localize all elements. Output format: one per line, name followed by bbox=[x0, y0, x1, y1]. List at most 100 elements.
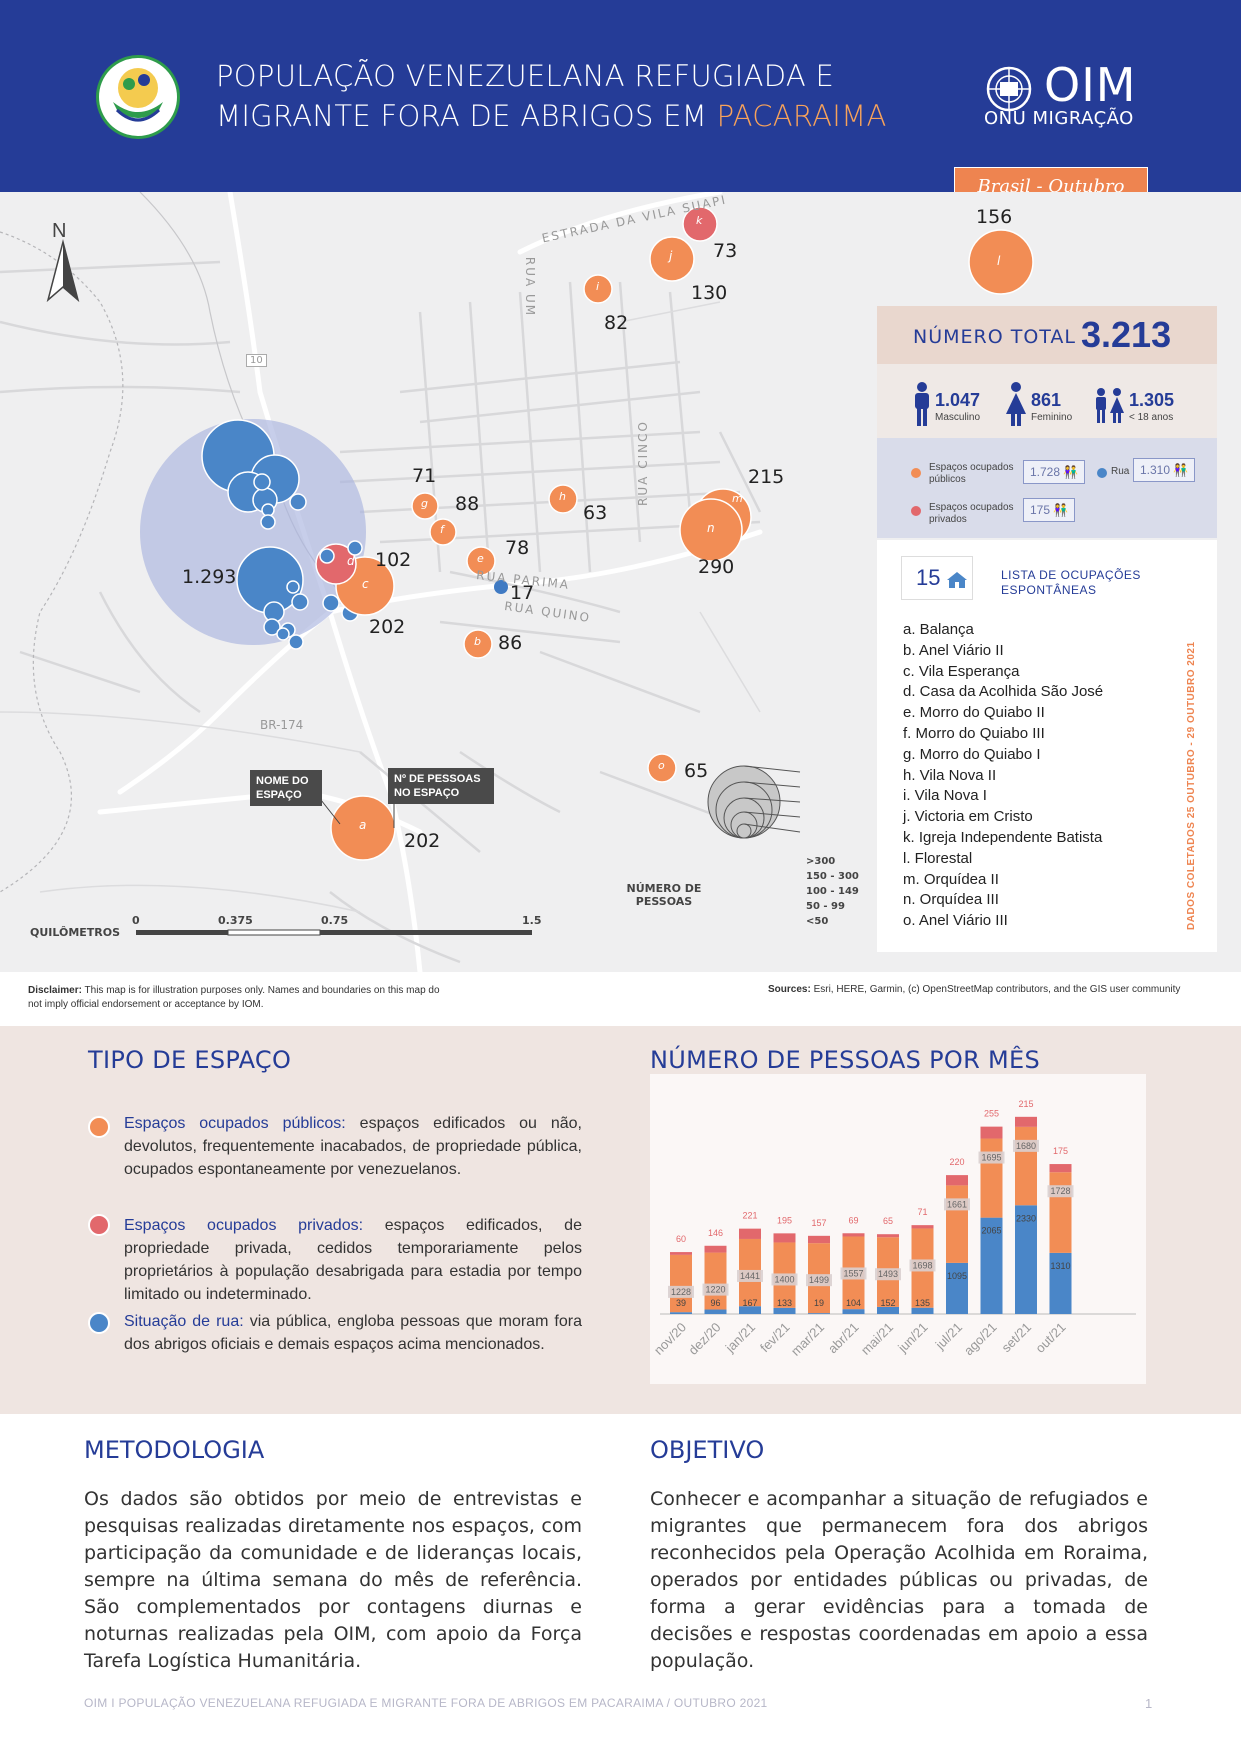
operacao-acolhida-logo bbox=[96, 55, 180, 139]
map-sources: Sources: Esri, HERE, Garmin, (c) OpenStr… bbox=[768, 984, 1180, 995]
point-value-l: 156 bbox=[976, 206, 1013, 228]
data-label: 1680 bbox=[1016, 1141, 1036, 1151]
space-types-section: TIPO DE ESPAÇO Espaços ocupados públicos… bbox=[0, 1026, 1241, 1414]
road-label-rua-um: RUA UM bbox=[523, 256, 538, 318]
point-value-f: 88 bbox=[455, 493, 480, 515]
occupations-count: 15 bbox=[916, 565, 941, 590]
oim-subtitle: ONU MIGRAÇÃO bbox=[984, 108, 1134, 129]
bar-segment bbox=[980, 1138, 1003, 1218]
total-label: NÚMERO TOTAL bbox=[913, 326, 1076, 348]
data-label-bg bbox=[702, 1283, 729, 1296]
data-label: 2330 bbox=[1016, 1213, 1036, 1223]
un-emblem-icon bbox=[986, 66, 1032, 112]
x-tick-label: dez/20 bbox=[685, 1320, 723, 1358]
scale-tick-2: 0.75 bbox=[321, 914, 349, 927]
road-label-10: 10 bbox=[246, 354, 267, 367]
street-small-point[interactable] bbox=[494, 580, 508, 594]
bar-segment bbox=[877, 1306, 899, 1314]
point-value-b: 86 bbox=[498, 632, 523, 654]
street-legend-label: Rua bbox=[1111, 466, 1130, 477]
data-label: 69 bbox=[848, 1215, 858, 1225]
data-label-bg bbox=[840, 1267, 867, 1280]
x-tick-label: set/21 bbox=[998, 1320, 1034, 1356]
list-item: l. Florestal bbox=[903, 849, 973, 867]
data-label-bg bbox=[668, 1285, 694, 1298]
data-label: 157 bbox=[811, 1218, 826, 1228]
street-type-description: Situação de rua: via pública, engloba pe… bbox=[124, 1310, 582, 1356]
list-item: k. Igreja Independente Batista bbox=[903, 828, 1103, 846]
size-legend-title: NÚMERO DE PESSOAS bbox=[626, 882, 702, 908]
bar-segment bbox=[704, 1309, 727, 1314]
totals-header: NÚMERO TOTAL 3.213 bbox=[877, 306, 1217, 364]
map-disclaimer: Disclaimer: This map is for illustration… bbox=[28, 984, 448, 1012]
bar-segment bbox=[842, 1309, 865, 1314]
monthly-chart: 39 1228 60 nov/20 96 1220 146 dez/20 167 1441 221 j… bbox=[650, 1074, 1146, 1384]
size-legend-circles bbox=[707, 765, 801, 839]
footer-text: OIM I POPULAÇÃO VENEZUELANA REFUGIADA E … bbox=[84, 1696, 768, 1710]
data-label: 65 bbox=[883, 1216, 893, 1226]
point-value-h: 63 bbox=[583, 502, 608, 524]
occupation-points[interactable] bbox=[315, 206, 1034, 861]
point-letter-h: h bbox=[559, 490, 566, 503]
data-label: 175 bbox=[1053, 1146, 1068, 1156]
street-value: 1.310 bbox=[1140, 463, 1171, 477]
list-item: a. Balança bbox=[903, 621, 974, 638]
occupations-panel: 15 LISTA DE OCUPAÇÕES ESPONTÂNEAS a. Bal… bbox=[877, 540, 1217, 952]
size-legend-class-5: <50 bbox=[806, 916, 829, 927]
point-letter-k: k bbox=[696, 214, 703, 227]
point-value-c: 202 bbox=[369, 616, 406, 638]
data-label: 1441 bbox=[740, 1271, 760, 1281]
bar-segment bbox=[773, 1233, 796, 1243]
collection-dates: DADOS COLETADOS 25 OUTUBRO - 29 OUTUBRO … bbox=[1186, 641, 1197, 930]
public-legend-value: 1.728 👫 bbox=[1023, 460, 1086, 484]
bar-segment bbox=[1049, 1172, 1072, 1253]
point-value-n: 290 bbox=[698, 556, 735, 578]
x-tick-label: out/21 bbox=[1032, 1320, 1068, 1356]
data-label: 1095 bbox=[947, 1271, 967, 1281]
street-cluster-points[interactable] bbox=[201, 419, 359, 650]
data-label: 1695 bbox=[981, 1153, 1001, 1163]
data-label: 220 bbox=[949, 1157, 964, 1167]
point-value-o: 65 bbox=[684, 760, 709, 782]
data-label-bg bbox=[944, 1198, 970, 1211]
bar-segment bbox=[808, 1235, 830, 1244]
female-label: Feminino bbox=[1031, 412, 1073, 423]
list-item: e. Morro do Quiabo II bbox=[903, 704, 1045, 722]
disclaimer-label: Disclaimer: bbox=[28, 985, 82, 996]
type-legend: Espaços ocupados públicos 1.728 👫 Rua 1.… bbox=[877, 438, 1217, 538]
bar-segment bbox=[773, 1307, 796, 1314]
public-type-description: Espaços ocupados públicos: espaços edifi… bbox=[124, 1112, 582, 1181]
bar-segment bbox=[1015, 1126, 1037, 1206]
data-label: 1228 bbox=[671, 1287, 691, 1297]
list-item: i. Vila Nova I bbox=[903, 787, 987, 805]
point-letter-b: b bbox=[474, 635, 481, 648]
callout-name: NOME DO ESPAÇO bbox=[250, 770, 322, 806]
callout-count: Nº DE PESSOAS NO ESPAÇO bbox=[388, 768, 494, 804]
public-legend-dot bbox=[911, 468, 921, 478]
page-number: 1 bbox=[1145, 1696, 1153, 1711]
data-label-bg bbox=[1013, 1139, 1039, 1152]
x-tick-label: ago/21 bbox=[961, 1320, 1000, 1359]
point-letter-a: a bbox=[359, 818, 367, 832]
public-value: 1.728 bbox=[1030, 465, 1061, 479]
point-letter-n: n bbox=[707, 521, 715, 535]
private-value: 175 bbox=[1030, 503, 1051, 517]
street-type-text: via pública, engloba pessoas que moram f… bbox=[124, 1313, 583, 1353]
point-value-d: 102 bbox=[375, 549, 412, 571]
private-legend-dot bbox=[911, 506, 921, 516]
data-label: 1728 bbox=[1050, 1186, 1070, 1196]
point-letter-d: d bbox=[347, 554, 355, 568]
data-label: 1698 bbox=[912, 1260, 932, 1270]
data-label-bg bbox=[978, 1151, 1005, 1164]
oim-wordmark: OIM bbox=[1044, 58, 1137, 112]
bar-segment bbox=[980, 1126, 1003, 1139]
minors-value: 1.305 bbox=[1129, 390, 1175, 410]
point-letter-e: e bbox=[477, 552, 484, 565]
occupations-title: LISTA DE OCUPAÇÕES ESPONTÂNEAS bbox=[1001, 568, 1141, 597]
title-line-2-prefix: MIGRANTE FORA DE ABRIGOS EM bbox=[216, 99, 717, 133]
people-icon: 👫 bbox=[1053, 503, 1069, 517]
data-label-bg bbox=[875, 1268, 901, 1281]
point-value-a: 202 bbox=[404, 830, 441, 852]
point-letter-g: g bbox=[421, 497, 428, 510]
scale-tick-3: 1.5 bbox=[522, 914, 542, 927]
